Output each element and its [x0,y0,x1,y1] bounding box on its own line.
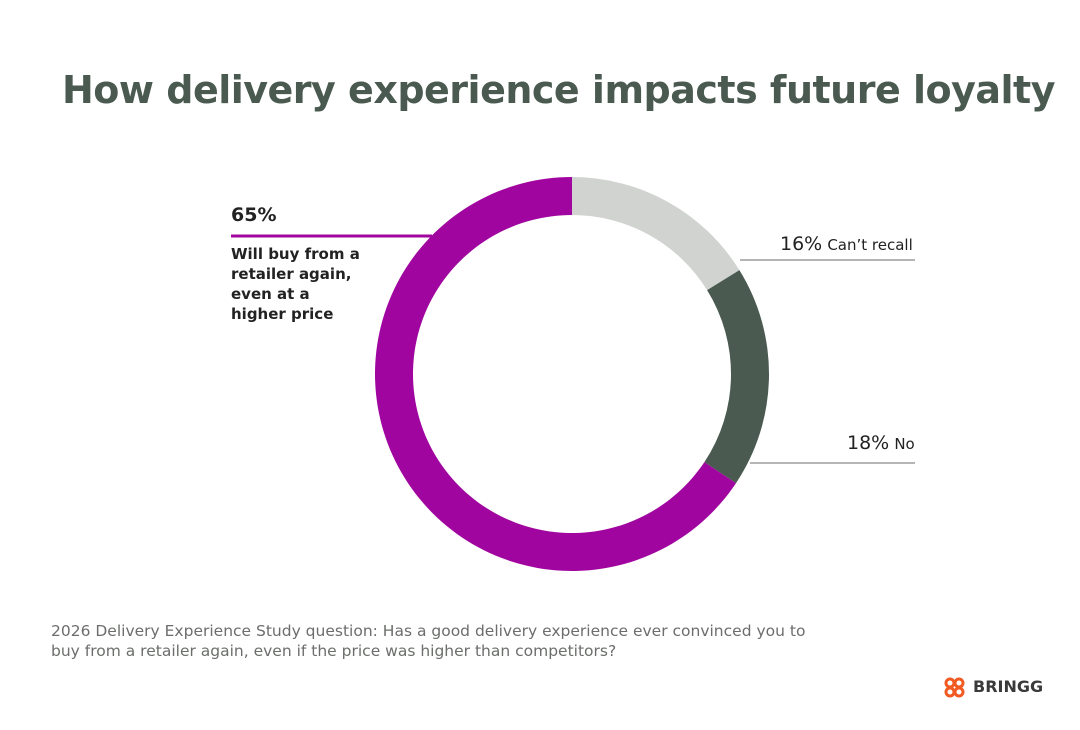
data-label: 18% [847,432,890,454]
data-label: 65% [231,204,277,226]
data-label: 16% [780,233,823,255]
footnote: 2026 Delivery Experience Study question:… [51,622,806,660]
brand-icon [944,677,965,698]
category-label: Will buy from a retailer again, even at … [231,245,360,323]
slice-label: 16% Can’t recall [780,233,913,255]
slice-label: 18% No [847,432,915,454]
category-label: Can’t recall [827,236,913,254]
donut-slice [704,270,769,484]
brand-name: BRINGG [973,677,1044,696]
donut-slice [572,177,740,291]
chart-title: How delivery experience impacts future l… [62,68,1055,112]
category-label: No [894,435,915,453]
